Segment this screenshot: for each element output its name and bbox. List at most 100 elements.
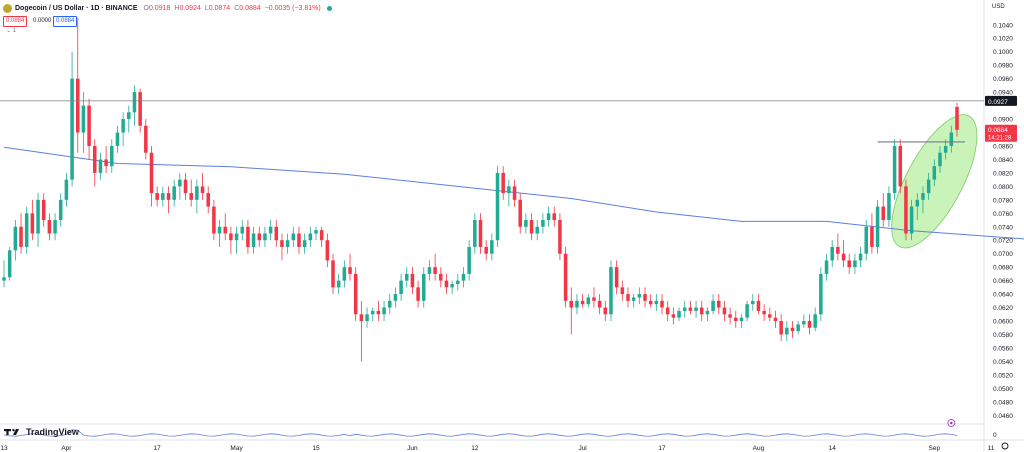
sell-price-button[interactable]: 0.0884	[3, 16, 28, 27]
candle-body	[609, 267, 613, 315]
candle-body	[314, 230, 318, 234]
candle	[955, 102, 959, 137]
candle-body	[665, 307, 670, 315]
candle	[819, 267, 823, 322]
candle-body	[660, 300, 664, 308]
resistance-price-tag	[985, 95, 1017, 106]
candle-body	[467, 246, 471, 274]
moving-average-line	[3, 146, 1024, 240]
y-tick-label: 0.0940	[993, 90, 1013, 97]
candle	[853, 253, 857, 274]
candle	[779, 314, 783, 342]
candle-body	[705, 310, 710, 315]
candle	[507, 179, 511, 207]
candle	[614, 260, 619, 295]
candle-body	[830, 246, 834, 261]
candle	[200, 172, 205, 200]
y-tick-label: 0.1020	[993, 36, 1013, 43]
candle-body	[819, 273, 823, 315]
candle	[631, 294, 636, 308]
candle	[938, 145, 942, 173]
candle	[36, 193, 40, 247]
candle-body	[359, 314, 364, 322]
candle	[603, 300, 608, 322]
candle	[93, 139, 97, 187]
candle-body	[507, 186, 511, 194]
candle	[847, 253, 851, 274]
candle	[240, 220, 245, 241]
y-tick-label: 0.0500	[993, 386, 1013, 393]
candle	[637, 287, 642, 305]
candle	[762, 304, 766, 322]
candle-body	[524, 220, 528, 227]
candle-body	[575, 300, 579, 308]
candle-body	[745, 304, 749, 318]
candle-body	[648, 300, 653, 305]
candle-body	[376, 310, 381, 315]
candle-body	[756, 300, 761, 311]
candle-body	[325, 240, 330, 261]
candle-body	[473, 220, 477, 247]
collapse-indicators-button[interactable]: ⌄ 1	[6, 28, 17, 34]
candle	[319, 226, 324, 247]
candle	[648, 294, 653, 308]
symbol-title[interactable]: Dogecoin / US Dollar · 1D · BINANCE	[15, 4, 138, 12]
candle	[512, 179, 517, 207]
candle	[699, 300, 704, 322]
candle	[24, 206, 29, 254]
candle-body	[138, 92, 142, 126]
y-tick-label: 0.0800	[993, 184, 1013, 191]
candle	[943, 139, 948, 160]
candle	[336, 273, 341, 295]
candle	[734, 310, 738, 328]
y-tick-label: 0.0520	[993, 372, 1013, 379]
candle	[274, 220, 279, 247]
candle-body	[104, 159, 108, 167]
candle	[161, 186, 165, 207]
candle-body	[41, 199, 46, 221]
candle	[864, 220, 868, 261]
candle-body	[87, 105, 91, 146]
candle	[353, 267, 358, 322]
candle	[665, 300, 670, 322]
candle-body	[319, 230, 324, 241]
candle-body	[2, 277, 6, 281]
candle-body	[881, 206, 886, 221]
candle	[268, 220, 273, 241]
candle	[807, 314, 812, 335]
candle-body	[807, 321, 812, 328]
y-tick-label: 0.0660	[993, 278, 1013, 285]
candle-body	[751, 300, 755, 305]
candle	[751, 294, 755, 311]
candle-body	[875, 206, 880, 247]
candle	[348, 253, 352, 281]
y-tick-label: 0.0460	[993, 413, 1013, 420]
candle-body	[569, 300, 574, 308]
candle-body	[909, 206, 914, 234]
candle-body	[949, 132, 954, 146]
candle-body	[223, 226, 227, 234]
candle	[251, 226, 256, 254]
candle-body	[393, 294, 398, 301]
candle	[484, 240, 488, 261]
candle-body	[382, 307, 386, 315]
candle	[660, 294, 664, 315]
candle-body	[841, 253, 846, 261]
x-tick-label: May	[230, 445, 243, 452]
tradingview-logo[interactable]: TradingView	[4, 427, 79, 437]
candle	[404, 267, 409, 288]
candle	[898, 139, 903, 194]
candle-body	[478, 220, 483, 247]
currency-label[interactable]: USD	[992, 4, 1005, 10]
candle-body	[308, 233, 313, 241]
candle-body	[195, 186, 199, 200]
candle	[892, 139, 897, 200]
buy-price-button[interactable]: 0.0884	[53, 16, 78, 27]
candle	[410, 267, 415, 295]
y-tick-label: 0.0840	[993, 157, 1013, 164]
candle	[796, 321, 800, 335]
candle	[144, 119, 148, 160]
candle-body	[353, 273, 358, 315]
candle-body	[110, 145, 114, 167]
